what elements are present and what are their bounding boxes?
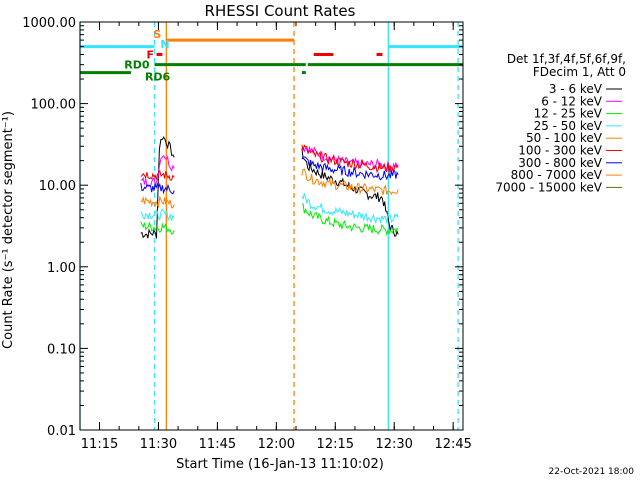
flag-label: F [146,48,154,61]
x-tick-label: 12:30 [375,437,412,452]
legend-label: 12 - 25 keV [534,107,603,121]
series-line [301,193,399,224]
legend-label: 6 - 12 keV [541,94,603,108]
legend-label: 25 - 50 keV [534,119,603,133]
y-tick-label: 10.00 [39,179,76,194]
legend-header: Det 1f,3f,4f,5f,6f,9f, [507,52,626,66]
series-line [140,136,175,239]
series-line [140,169,175,181]
legend-header: FDecim 1, Att 0 [533,65,626,79]
legend-label: 3 - 6 keV [549,82,603,96]
y-tick-label: 0.10 [47,342,76,357]
x-tick-label: 12:15 [317,437,354,452]
plot-frame [79,21,464,431]
x-axis-title: Start Time (16-Jan-13 11:10:02) [176,457,384,472]
x-tick-label: 11:15 [81,437,118,452]
legend-label: 100 - 300 keV [518,144,602,158]
series-line [301,168,399,196]
series-line [140,154,175,188]
series-line [301,144,399,173]
series-line [140,182,175,195]
series-line [140,221,175,235]
footer-timestamp: 22-Oct-2021 18:00 [549,467,635,477]
legend-label: 300 - 800 keV [518,156,602,170]
legend-label: 800 - 7000 keV [511,168,603,182]
y-tick-label: 0.01 [47,424,76,439]
flag-label: N [160,38,169,51]
x-tick-label: 12:00 [258,437,295,452]
legend-label: 50 - 100 keV [526,131,603,145]
chart-title: RHESSI Count Rates [205,2,356,20]
legend-label: 7000 - 15000 keV [495,180,602,194]
flag-label: RD6 [145,71,171,84]
x-tick-label: 12:45 [434,437,471,452]
y-tick-label: 1000.00 [22,16,76,31]
series-line [301,203,399,237]
series-line [140,195,175,209]
y-tick-label: 1.00 [47,261,76,276]
y-axis-title: Count Rate (s⁻¹ detector segment⁻¹) [1,111,16,349]
x-tick-label: 11:45 [199,437,236,452]
series-line [301,156,399,181]
flag-label: RD0 [124,59,150,72]
series-line [301,145,399,173]
flag-label: S [153,28,161,41]
y-tick-label: 100.00 [31,98,77,113]
x-tick-label: 11:30 [140,437,177,452]
series-line [140,208,175,223]
